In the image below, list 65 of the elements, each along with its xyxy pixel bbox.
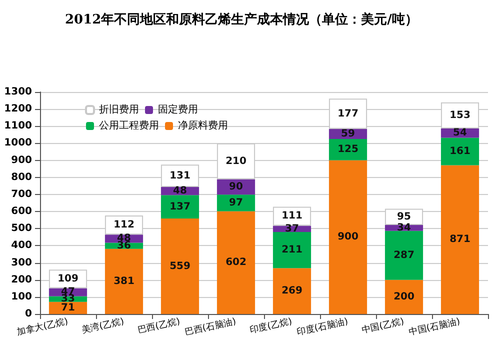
bar [440,138,480,166]
data-label: 71 [61,302,75,314]
data-label: 287 [394,250,414,261]
y-tick-label: 800 [11,172,32,183]
data-label: 137 [170,201,190,212]
bar [104,248,144,314]
bar [272,232,312,268]
x-tick-label: 巴西(石脑油) [184,316,238,338]
legend-label: 折旧费用 [99,104,139,116]
bar [384,280,424,314]
data-label: 90 [229,181,243,192]
data-label: 37 [285,223,299,234]
x-tick-label: 中国(石脑油) [408,316,462,338]
bar [440,165,480,314]
x-tick-label: 中国(乙烷) [360,316,406,336]
bar [160,195,200,219]
y-tick-label: 1000 [4,138,32,149]
x-tick-label: 美湾(乙烷) [80,316,126,336]
legend-label: 公用工程费用 [99,120,159,132]
y-tick-label: 400 [11,240,32,252]
data-label: 161 [450,146,470,158]
bar [384,230,424,280]
y-tick-label: 700 [11,188,32,200]
x-tick-label: 印度(石脑油) [296,316,350,338]
data-label: 871 [450,234,470,246]
data-label: 211 [282,244,302,256]
data-label: 109 [58,273,78,284]
legend-label: 净原料费用 [178,120,228,132]
data-label: 34 [397,222,411,234]
data-label: 112 [114,220,134,231]
bar [328,160,368,314]
data-label: 602 [226,257,246,268]
data-label: 111 [282,210,302,222]
data-label: 153 [450,110,470,121]
x-tick-label: 印度(乙烷) [248,316,294,336]
y-tick-label: 200 [11,274,32,286]
data-label: 54 [453,128,467,139]
data-label: 200 [394,291,414,302]
bar [272,268,312,314]
data-label: 125 [338,144,358,156]
data-label: 59 [341,128,355,140]
data-label: 210 [226,156,246,167]
bar [216,194,256,212]
data-label: 269 [282,286,302,297]
y-tick-label: 100 [11,291,32,302]
data-label: 48 [173,186,187,197]
data-label: 97 [229,197,243,208]
bar [160,218,200,314]
data-label: 559 [170,260,190,272]
y-tick-label: 600 [11,206,32,218]
data-label: 381 [114,276,134,287]
data-label: 131 [170,170,190,182]
y-tick-label: 1100 [4,120,32,132]
data-label: 900 [338,232,358,243]
y-tick-label: 500 [11,223,32,234]
bar [216,211,256,314]
y-tick-label: 1200 [4,104,32,115]
chart-title: 2012年不同地区和原料乙烯生产成本情况（单位：美元/吨） [65,12,418,28]
data-label: 177 [338,108,358,120]
y-tick-label: 1300 [4,86,32,98]
data-label: 95 [397,211,411,222]
x-tick-label: 巴西(乙烷) [136,316,182,336]
legend-label: 固定费用 [158,104,198,116]
y-tick-label: 300 [11,257,32,268]
y-tick-label: 900 [11,154,32,166]
